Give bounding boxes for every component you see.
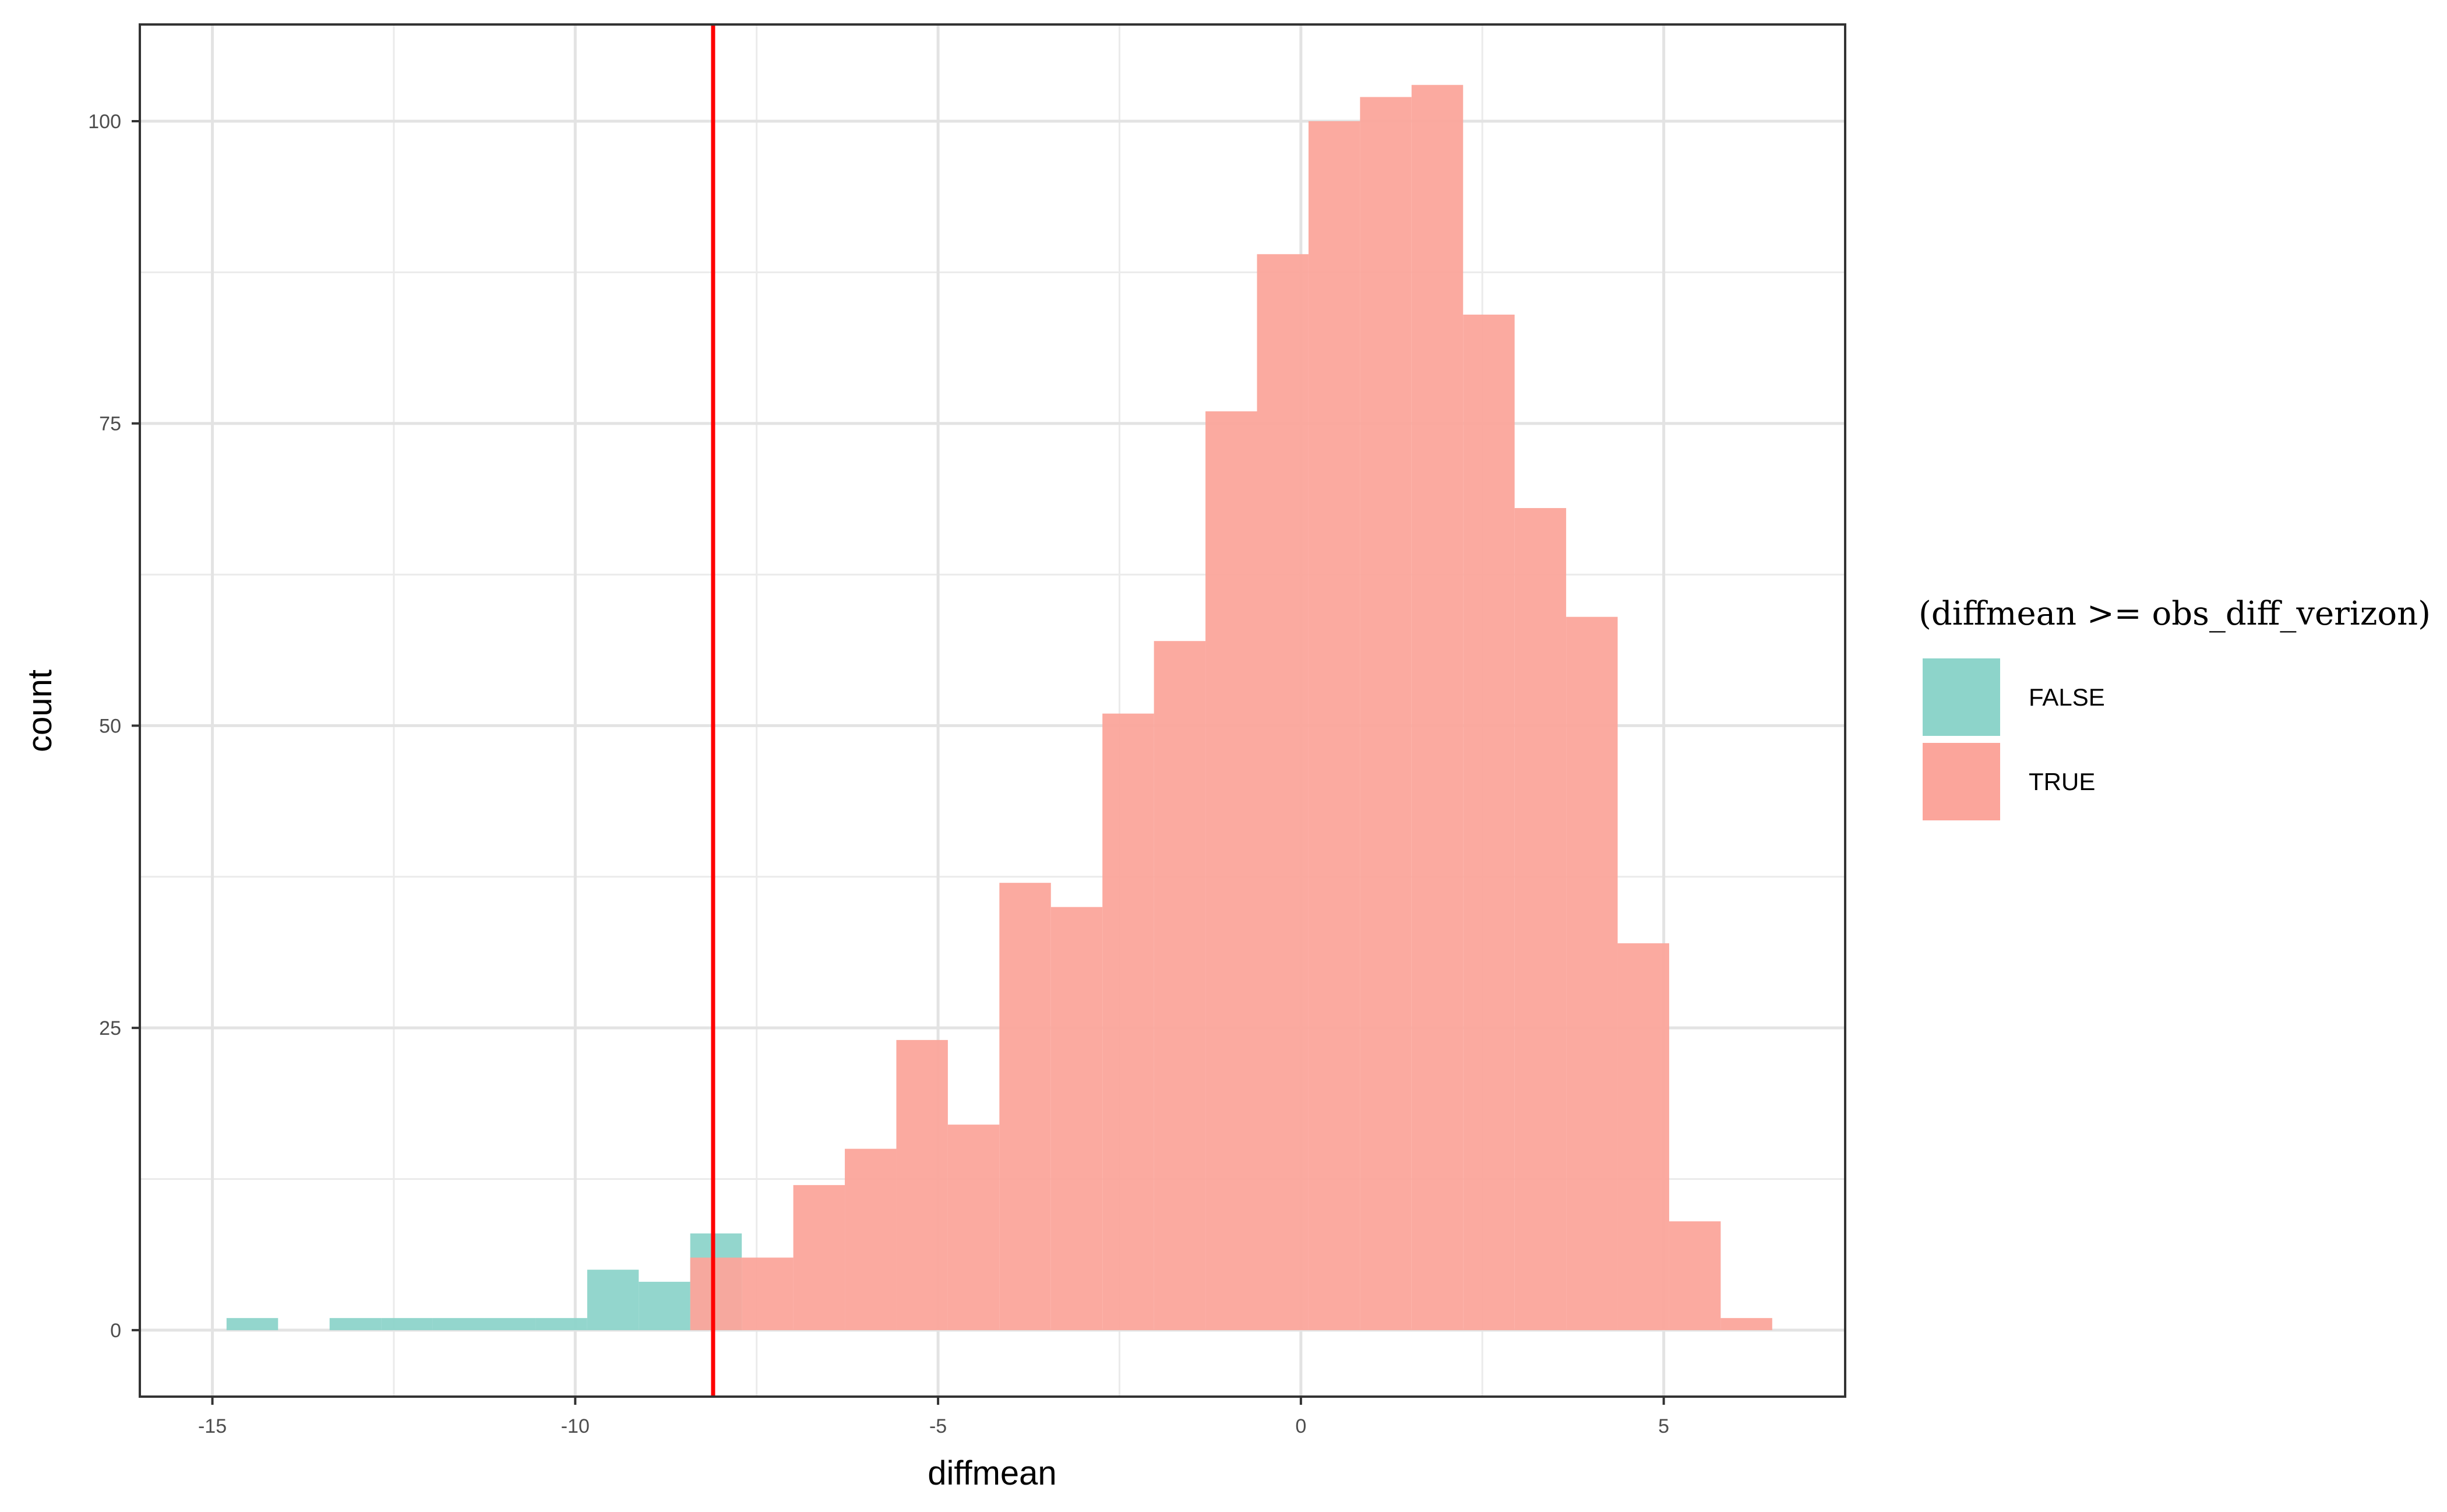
histogram-bar-true xyxy=(793,1185,845,1330)
histogram-bar-true xyxy=(1617,943,1669,1330)
x-tick-label: 0 xyxy=(1295,1415,1306,1437)
histogram-bar-false xyxy=(329,1318,382,1330)
y-tick-label: 50 xyxy=(99,715,121,737)
x-tick-label: -5 xyxy=(929,1415,947,1437)
histogram-bar-true xyxy=(1720,1318,1772,1330)
x-axis-title: diffmean xyxy=(928,1454,1056,1492)
histogram-bar-true xyxy=(1205,411,1257,1330)
histogram-bar-false xyxy=(226,1318,278,1330)
histogram-bar-false xyxy=(432,1318,485,1330)
histogram-bar-true xyxy=(1102,713,1154,1330)
histogram-bar-false xyxy=(587,1270,639,1330)
histogram-bar-true xyxy=(1411,84,1464,1330)
histogram-bar-true xyxy=(742,1257,794,1330)
y-tick-label: 100 xyxy=(88,111,121,133)
y-axis: 0 25 50 75 100 xyxy=(88,111,140,1342)
y-tick-label: 0 xyxy=(110,1320,121,1342)
histogram-bar-true xyxy=(845,1148,897,1330)
legend-label-true: TRUE xyxy=(2029,768,2095,795)
legend-title: (diffmean >= obs_diff_verizon) xyxy=(1919,595,2431,633)
legend-key-false xyxy=(1923,658,2000,736)
histogram-bar-false xyxy=(639,1281,690,1330)
y-tick-label: 25 xyxy=(99,1017,121,1039)
histogram-bar-true xyxy=(1463,314,1515,1330)
histogram-bar-false xyxy=(381,1318,433,1330)
histogram-bar-true xyxy=(1669,1221,1721,1330)
legend: (diffmean >= obs_diff_verizon) FALSE TRU… xyxy=(1919,595,2431,820)
histogram-bar-true xyxy=(1566,616,1618,1330)
histogram-bar-true xyxy=(947,1125,1000,1330)
histogram-bar-true xyxy=(1154,641,1206,1330)
histogram-bar-false xyxy=(484,1318,536,1330)
x-tick-label: 5 xyxy=(1658,1415,1669,1437)
histogram-bar-true xyxy=(1050,907,1103,1330)
histogram-bar-true xyxy=(1360,97,1412,1330)
histogram-bar-false xyxy=(535,1318,587,1330)
legend-label-false: FALSE xyxy=(2029,683,2105,711)
y-tick-label: 75 xyxy=(99,413,121,435)
histogram-bar-true xyxy=(1308,121,1360,1330)
x-tick-label: -15 xyxy=(198,1415,227,1437)
y-axis-title: count xyxy=(21,669,59,752)
x-tick-label: -10 xyxy=(561,1415,590,1437)
histogram-bar-true xyxy=(1257,254,1309,1330)
true-series-bars xyxy=(690,84,1772,1330)
histogram-bar-true xyxy=(896,1039,948,1330)
histogram-bar-true xyxy=(690,1257,742,1330)
histogram-bar-true xyxy=(999,883,1051,1330)
x-axis: -15 -10 -5 0 5 xyxy=(198,1397,1669,1437)
legend-key-true xyxy=(1923,743,2000,820)
histogram-bar-true xyxy=(1514,507,1567,1330)
panel-border xyxy=(139,23,1846,1398)
